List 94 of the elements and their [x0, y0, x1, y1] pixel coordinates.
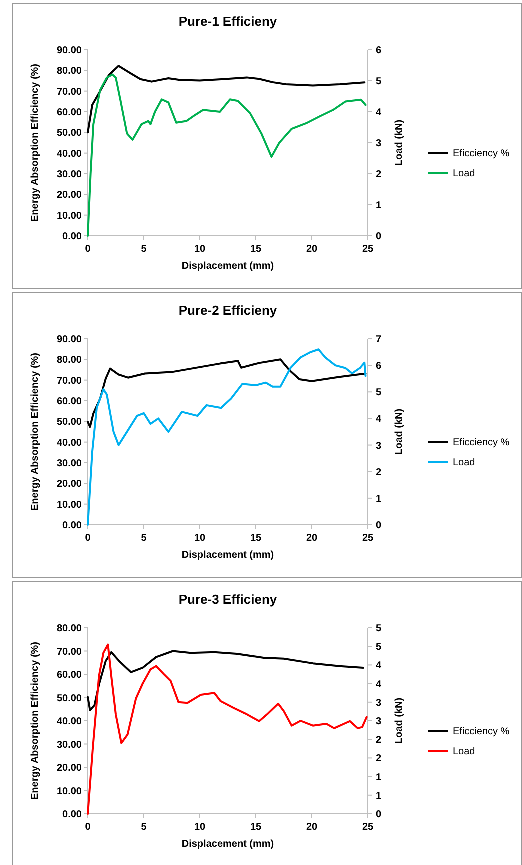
y2-tick-label: 0 — [376, 810, 382, 820]
line-series — [87, 358, 367, 428]
y-tick-label: 90.00 — [56, 46, 82, 56]
y-tick-label: 80.00 — [56, 355, 82, 366]
y2-tick-label: 3 — [376, 698, 382, 709]
x-axis-title: Displacement (mm) — [182, 839, 274, 850]
y-tick-label: 10.00 — [56, 500, 82, 511]
legend-label: Load — [453, 746, 476, 758]
y-tick-label: 30.00 — [56, 740, 82, 751]
x-tick-label: 25 — [362, 533, 374, 544]
y2-tick-label: 4 — [376, 414, 382, 426]
x-tick-label: 25 — [362, 822, 374, 833]
y2-tick-label: 3 — [376, 440, 382, 452]
x-tick-label: 0 — [85, 533, 92, 544]
y-tick-label: 0.00 — [62, 520, 82, 532]
y-axis-title: Energy Absorption Efficiency (%) — [30, 642, 41, 800]
y-tick-label: 70.00 — [56, 86, 82, 98]
y-tick-label: 50.00 — [56, 417, 82, 428]
y2-tick-label: 5 — [376, 76, 382, 88]
y-tick-label: 80.00 — [56, 624, 82, 634]
legend-label: Eficciency % — [453, 726, 510, 738]
y-tick-label: 50.00 — [56, 693, 82, 704]
x-tick-label: 0 — [85, 822, 92, 833]
y2-tick-label: 5 — [376, 388, 382, 399]
y-tick-label: 80.00 — [56, 66, 82, 78]
y2-tick-label: 1 — [376, 200, 382, 212]
y2-tick-label: 6 — [376, 361, 382, 372]
y-tick-label: 20.00 — [56, 190, 82, 202]
legend-label: Eficciency % — [453, 148, 510, 160]
y2-tick-label: 4 — [376, 108, 382, 118]
x-tick-label: 20 — [306, 822, 318, 833]
x-tick-label: 10 — [194, 533, 206, 544]
y-tick-label: 10.00 — [56, 786, 82, 798]
x-tick-label: 5 — [141, 244, 148, 255]
y2-axis-title: Load (kN) — [394, 120, 405, 166]
y-tick-label: 20.00 — [56, 763, 82, 774]
y-axis-title: Energy Absorption Efficiency (%) — [30, 64, 41, 222]
chart-title: Pure-3 Efficieny — [178, 592, 278, 607]
x-tick-label: 25 — [362, 244, 374, 255]
y-tick-label: 0.00 — [62, 810, 82, 820]
x-tick-label: 15 — [250, 244, 262, 255]
y-tick-label: 0.00 — [62, 232, 82, 242]
y2-tick-label: 2 — [376, 735, 382, 746]
y2-tick-label: 4 — [376, 679, 382, 690]
y2-tick-label: 0 — [376, 520, 382, 532]
x-tick-label: 10 — [194, 822, 206, 833]
x-axis-title: Displacement (mm) — [182, 261, 274, 272]
line-series — [87, 650, 365, 712]
y2-tick-label: 3 — [376, 716, 382, 728]
y-tick-label: 40.00 — [56, 148, 82, 160]
y2-tick-label: 7 — [376, 334, 382, 346]
x-tick-label: 20 — [306, 533, 318, 544]
y-tick-label: 70.00 — [56, 646, 82, 658]
y2-tick-label: 1 — [376, 772, 382, 784]
y-tick-label: 20.00 — [56, 479, 82, 490]
y2-axis-title: Load (kN) — [394, 698, 405, 744]
chart-title: Pure-1 Efficieny — [178, 14, 278, 29]
y-tick-label: 60.00 — [56, 670, 82, 681]
y2-tick-label: 1 — [376, 790, 382, 802]
chart-title: Pure-2 Efficieny — [178, 303, 278, 318]
x-axis-title: Displacement (mm) — [182, 550, 274, 561]
y2-tick-label: 1 — [376, 494, 382, 505]
x-tick-label: 5 — [141, 533, 148, 544]
y-tick-label: 60.00 — [56, 396, 82, 408]
legend-label: Load — [453, 458, 476, 468]
legend-label: Load — [453, 168, 476, 180]
legend-label: Eficciency % — [453, 438, 510, 448]
y-tick-label: 10.00 — [56, 210, 82, 222]
y2-tick-label: 4 — [376, 660, 382, 672]
y-tick-label: 60.00 — [56, 108, 82, 118]
x-tick-label: 15 — [250, 533, 262, 544]
y2-tick-label: 2 — [376, 754, 382, 765]
y-tick-label: 70.00 — [56, 376, 82, 387]
y-axis-title: Energy Absorption Efficiency (%) — [30, 353, 41, 511]
y2-tick-label: 2 — [376, 170, 382, 180]
x-tick-label: 15 — [250, 822, 262, 833]
x-tick-label: 20 — [306, 244, 318, 255]
y-tick-label: 30.00 — [56, 170, 82, 180]
y-tick-label: 40.00 — [56, 438, 82, 449]
y2-axis-title: Load (kN) — [394, 408, 405, 456]
x-tick-label: 5 — [141, 822, 148, 833]
y2-tick-label: 5 — [376, 642, 382, 654]
x-tick-label: 10 — [194, 244, 206, 255]
x-tick-label: 0 — [85, 244, 92, 255]
y2-tick-label: 2 — [376, 467, 382, 478]
y2-tick-label: 5 — [376, 624, 382, 634]
y-tick-label: 40.00 — [56, 716, 82, 728]
y2-tick-label: 6 — [376, 46, 382, 56]
y-tick-label: 30.00 — [56, 458, 82, 470]
line-series — [87, 65, 366, 134]
y2-tick-label: 0 — [376, 232, 382, 242]
y-tick-label: 90.00 — [56, 334, 82, 346]
y2-tick-label: 3 — [376, 138, 382, 150]
y-tick-label: 50.00 — [56, 128, 82, 140]
